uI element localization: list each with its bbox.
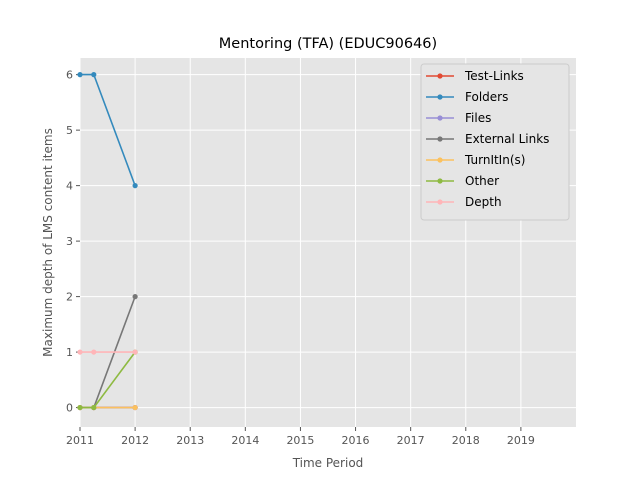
x-tick-label: 2018 (452, 434, 480, 447)
axis-ticks: 2011 2012 2013 2014 2015 2016 2017 2018 2019 0 1 2 3… (66, 69, 535, 447)
legend-label: Files (465, 111, 491, 125)
legend-box (420, 63, 570, 221)
legend-swatch-marker (437, 73, 443, 79)
x-tick-label: 2014 (231, 434, 259, 447)
x-tick-label: 2011 (66, 434, 94, 447)
y-axis-label: Maximum depth of LMS content items (41, 128, 55, 357)
x-axis-label: Time Period (292, 456, 364, 470)
x-tick-label: 2013 (176, 434, 204, 447)
x-tick-label: 2015 (286, 434, 314, 447)
y-tick-label: 2 (66, 291, 73, 304)
legend-swatch-marker (437, 178, 443, 184)
legend-label: Test-Links (464, 69, 524, 83)
legend-swatch-marker (437, 199, 443, 205)
data-point (132, 349, 138, 355)
data-point (77, 349, 83, 355)
x-tick-label: 2012 (121, 434, 149, 447)
legend-label: External Links (465, 132, 549, 146)
y-tick-label: 6 (66, 69, 73, 82)
data-point (91, 404, 97, 411)
legend-label: TurnItIn(s) (464, 153, 525, 167)
legend-items: Test-Links Folders Files External Links Turn… (426, 69, 549, 209)
legend-swatch-marker (437, 157, 443, 163)
data-point (132, 404, 138, 411)
data-point (77, 72, 83, 78)
legend-label: Folders (465, 90, 508, 104)
x-tick-label: 2017 (397, 434, 425, 447)
series-lines (77, 72, 138, 411)
data-point (132, 183, 138, 189)
y-tick-label: 5 (66, 124, 73, 137)
data-point (132, 294, 138, 300)
legend-label: Other (465, 174, 499, 188)
y-tick-label: 1 (66, 346, 73, 359)
y-tick-label: 4 (66, 180, 73, 193)
legend-swatch-marker (437, 115, 443, 121)
legend-label: Depth (465, 195, 502, 209)
legend: Test-Links Folders Files External Links Turn… (420, 63, 570, 221)
data-point (91, 72, 97, 78)
data-point (77, 404, 83, 411)
legend-swatch-marker (437, 136, 443, 142)
legend-swatch-marker (437, 94, 443, 100)
chart-title: Mentoring (TFA) (EDUC90646) (219, 36, 437, 52)
y-tick-label: 3 (66, 235, 73, 248)
x-tick-label: 2016 (342, 434, 370, 447)
y-tick-label: 0 (66, 402, 73, 415)
data-point (91, 349, 97, 355)
x-tick-label: 2019 (507, 434, 535, 447)
